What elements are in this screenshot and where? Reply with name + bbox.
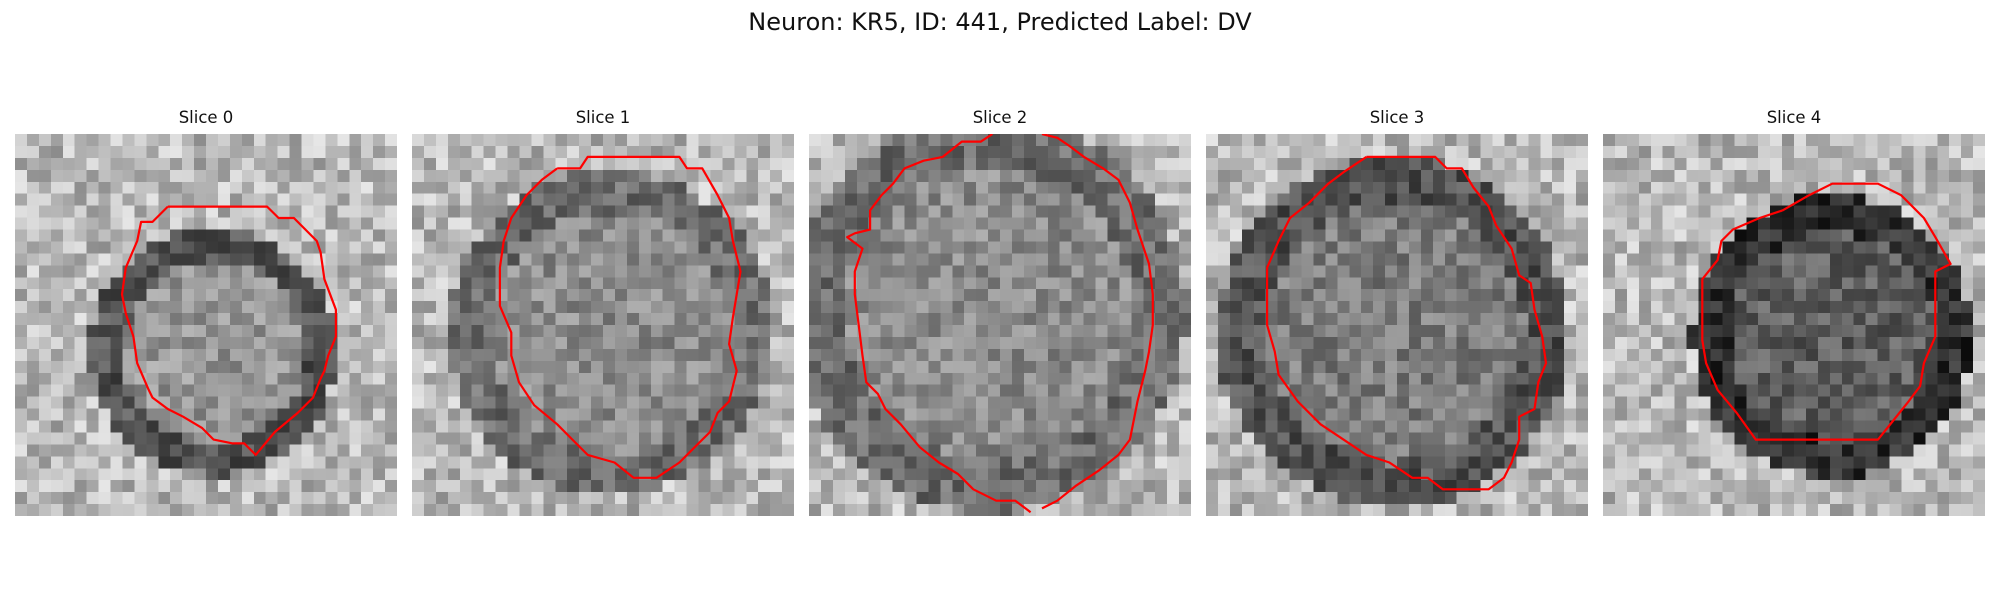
segmentation-contour	[498, 155, 742, 479]
panel-title: Slice 1	[575, 108, 631, 127]
pixel-grid	[15, 134, 397, 516]
slice-pixels	[1206, 134, 1588, 516]
slice-image	[1603, 134, 1985, 516]
slice-image	[809, 134, 1191, 516]
pixel-grid	[809, 134, 1191, 516]
slice-pixels	[15, 134, 397, 516]
segmentation-contour	[1041, 134, 1154, 510]
panel-title: Slice 3	[1369, 108, 1425, 127]
pixel-grid	[1206, 134, 1588, 516]
segmentation-contour	[120, 205, 337, 456]
slice-image	[1206, 134, 1588, 516]
slice-image	[15, 134, 397, 516]
segmentation-contour	[1701, 182, 1952, 441]
pixel-grid	[412, 134, 794, 516]
slice-pixels	[1603, 134, 1985, 516]
segmentation-contour	[846, 134, 1032, 514]
slice-image	[412, 134, 794, 516]
segmentation-contour	[1265, 155, 1548, 491]
pixel-grid	[1603, 134, 1985, 516]
panel-title: Slice 2	[972, 108, 1028, 127]
slice-pixels	[809, 134, 1191, 516]
figure-title: Neuron: KR5, ID: 441, Predicted Label: D…	[748, 8, 1252, 36]
slice-pixels	[412, 134, 794, 516]
panel-title: Slice 4	[1766, 108, 1822, 127]
panel-title: Slice 0	[178, 108, 234, 127]
